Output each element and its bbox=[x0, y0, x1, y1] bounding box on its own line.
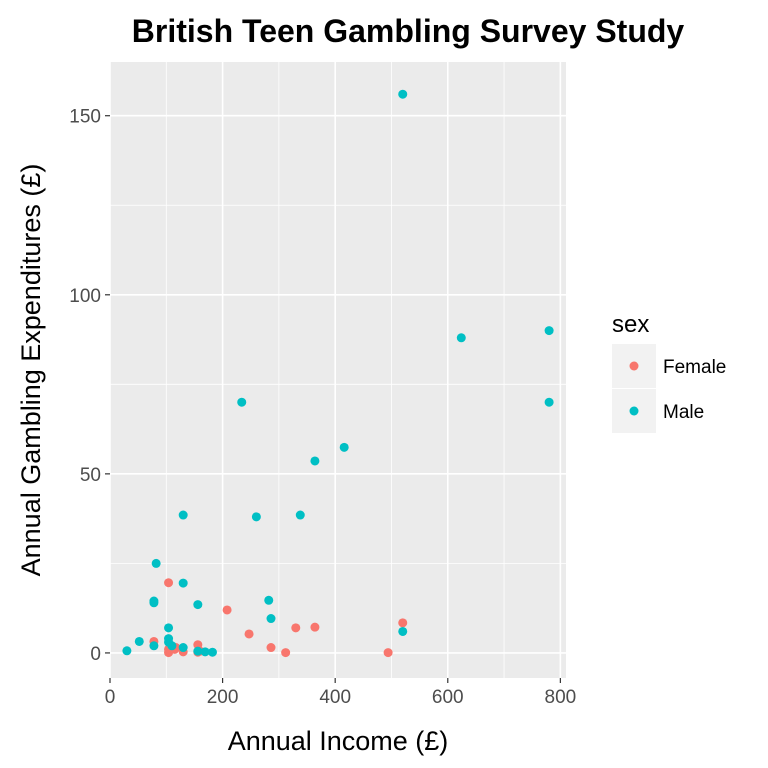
x-axis-ticks: 0 200 400 600 800 bbox=[105, 678, 577, 708]
x-tick-label: 200 bbox=[207, 687, 239, 708]
y-axis-ticks: 0 50 100 150 bbox=[69, 107, 110, 665]
point-female bbox=[266, 643, 276, 653]
point-male bbox=[207, 647, 217, 657]
y-tick-label: 100 bbox=[69, 286, 101, 307]
point-male bbox=[266, 614, 276, 624]
point-female bbox=[164, 578, 174, 588]
point-female bbox=[291, 623, 301, 633]
point-male bbox=[149, 641, 159, 651]
data-points bbox=[122, 89, 554, 658]
point-male bbox=[237, 397, 247, 407]
point-male bbox=[200, 647, 210, 657]
legend: sex Female Male bbox=[612, 311, 726, 433]
point-male bbox=[456, 333, 466, 343]
point-male bbox=[134, 636, 144, 646]
point-male bbox=[544, 326, 554, 336]
point-male bbox=[122, 646, 132, 656]
point-male bbox=[310, 456, 320, 466]
point-male bbox=[251, 512, 261, 522]
point-male bbox=[178, 578, 188, 588]
point-male bbox=[178, 643, 188, 653]
point-female bbox=[244, 629, 254, 639]
y-axis-title: Annual Gambling Expenditures (£) bbox=[16, 164, 46, 577]
point-male bbox=[193, 600, 203, 610]
x-axis-title: Annual Income (£) bbox=[228, 726, 449, 756]
x-tick-label: 0 bbox=[105, 687, 116, 708]
legend-label-female: Female bbox=[663, 357, 726, 378]
point-female bbox=[398, 618, 408, 628]
point-male bbox=[398, 89, 408, 99]
point-male bbox=[339, 442, 349, 452]
legend-title: sex bbox=[612, 311, 649, 338]
x-tick-label: 800 bbox=[545, 687, 577, 708]
point-male bbox=[295, 510, 305, 520]
legend-key-female bbox=[629, 361, 639, 371]
x-tick-label: 600 bbox=[432, 687, 464, 708]
point-male bbox=[164, 634, 174, 644]
point-male bbox=[178, 510, 188, 520]
point-female bbox=[222, 605, 232, 615]
point-female bbox=[310, 622, 320, 632]
y-tick-label: 0 bbox=[90, 644, 101, 665]
y-tick-label: 150 bbox=[69, 107, 101, 128]
legend-key-male bbox=[629, 406, 639, 416]
plot-panel bbox=[110, 62, 566, 678]
legend-label-male: Male bbox=[663, 402, 704, 423]
point-male bbox=[149, 596, 159, 606]
point-male bbox=[264, 595, 274, 605]
point-male bbox=[167, 641, 177, 651]
x-tick-label: 400 bbox=[319, 687, 351, 708]
point-male bbox=[151, 558, 161, 568]
point-male bbox=[398, 626, 408, 636]
point-male bbox=[193, 646, 203, 656]
chart-title: British Teen Gambling Survey Study bbox=[132, 13, 685, 49]
point-male bbox=[164, 623, 174, 633]
grid-lines bbox=[109, 62, 566, 678]
point-female bbox=[383, 648, 393, 658]
y-tick-label: 50 bbox=[80, 465, 101, 486]
point-female bbox=[281, 648, 291, 658]
point-male bbox=[544, 397, 554, 407]
